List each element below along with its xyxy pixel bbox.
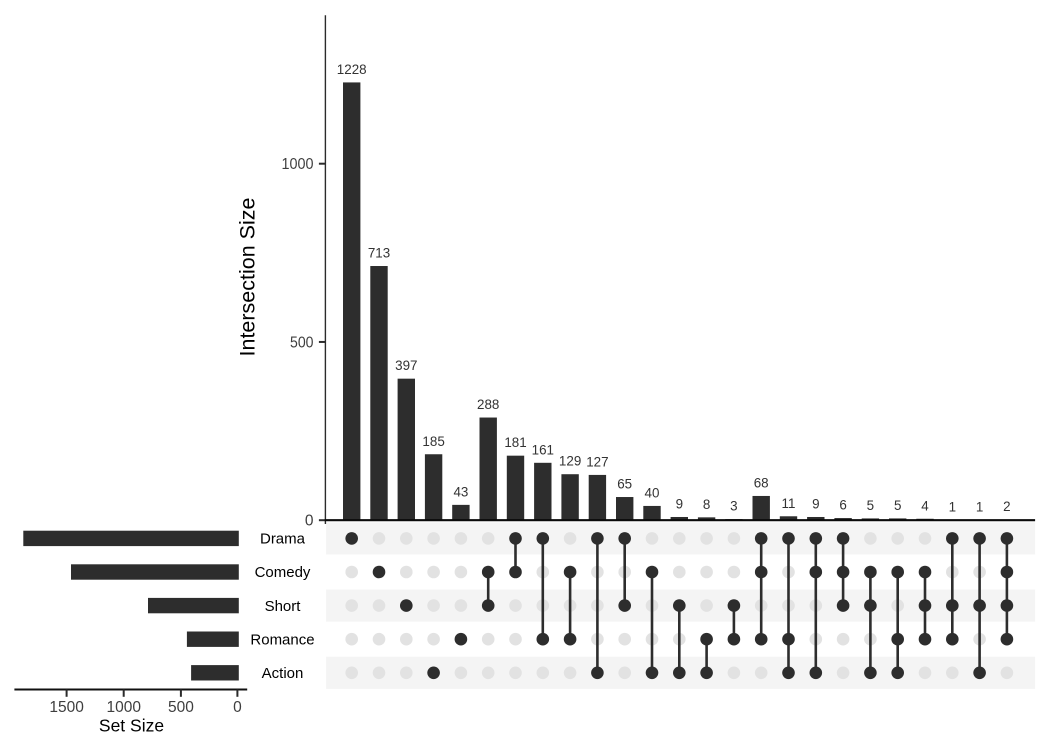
svg-text:1228: 1228 <box>337 62 367 77</box>
svg-text:0: 0 <box>233 699 242 716</box>
svg-text:3: 3 <box>730 499 737 514</box>
svg-text:129: 129 <box>559 454 581 469</box>
svg-text:9: 9 <box>676 496 683 511</box>
svg-text:Drama: Drama <box>260 531 306 548</box>
svg-text:Set Size: Set Size <box>99 716 164 736</box>
svg-text:1: 1 <box>976 499 983 514</box>
svg-text:Comedy: Comedy <box>255 564 311 581</box>
svg-text:161: 161 <box>532 442 554 457</box>
svg-text:40: 40 <box>645 485 660 500</box>
svg-text:11: 11 <box>782 496 796 511</box>
svg-text:Short: Short <box>265 598 302 615</box>
svg-text:500: 500 <box>290 334 314 351</box>
svg-text:185: 185 <box>422 434 444 449</box>
svg-text:713: 713 <box>368 246 390 261</box>
svg-text:65: 65 <box>617 477 632 492</box>
svg-text:0: 0 <box>305 513 314 530</box>
svg-text:397: 397 <box>395 358 417 373</box>
svg-text:Intersection Size: Intersection Size <box>235 198 259 357</box>
svg-text:1000: 1000 <box>282 156 314 173</box>
svg-text:2: 2 <box>1003 499 1010 514</box>
svg-text:6: 6 <box>839 498 846 513</box>
svg-text:5: 5 <box>894 498 901 513</box>
svg-text:500: 500 <box>168 699 194 716</box>
svg-text:68: 68 <box>754 475 769 490</box>
svg-text:Action: Action <box>262 665 304 682</box>
svg-text:Romance: Romance <box>250 631 314 648</box>
svg-text:5: 5 <box>867 498 874 513</box>
svg-text:1000: 1000 <box>106 699 141 716</box>
svg-text:288: 288 <box>477 397 499 412</box>
svg-text:43: 43 <box>453 484 468 499</box>
svg-text:9: 9 <box>812 496 819 511</box>
svg-text:1500: 1500 <box>49 699 84 716</box>
svg-text:4: 4 <box>921 498 929 513</box>
svg-text:1: 1 <box>949 499 956 514</box>
svg-text:181: 181 <box>504 435 526 450</box>
svg-text:127: 127 <box>586 454 608 469</box>
svg-text:8: 8 <box>703 497 710 512</box>
